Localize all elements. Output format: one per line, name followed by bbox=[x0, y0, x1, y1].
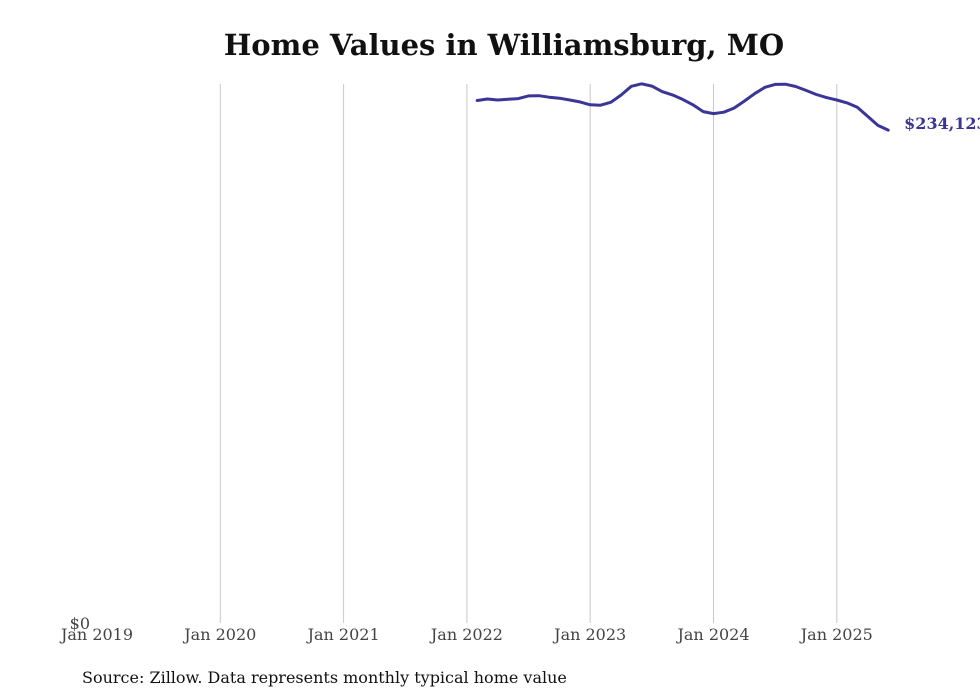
y-axis-tick-labels: $0 bbox=[70, 614, 90, 633]
y-tick-label: $0 bbox=[70, 614, 90, 633]
x-tick-label: Jan 2019 bbox=[59, 625, 133, 644]
x-tick-label: Jan 2022 bbox=[429, 625, 503, 644]
x-tick-label: Jan 2025 bbox=[799, 625, 873, 644]
chart-title: Home Values in Williamsburg, MO bbox=[223, 28, 785, 62]
x-tick-label: Jan 2024 bbox=[675, 625, 749, 644]
end-value-label: $234,123 bbox=[904, 114, 980, 133]
end-value-labels: $234,123 bbox=[904, 114, 980, 133]
home-value-line bbox=[475, 82, 890, 132]
series-home-value bbox=[475, 82, 890, 132]
x-tick-label: Jan 2020 bbox=[182, 625, 256, 644]
x-tick-label: Jan 2023 bbox=[552, 625, 626, 644]
x-axis-tick-labels: Jan 2019 Jan 2020 Jan 2021 Jan 2022 Jan 2023… bbox=[59, 625, 873, 644]
gridlines bbox=[219, 84, 838, 623]
x-tick-label: Jan 2021 bbox=[306, 625, 380, 644]
source-note: Source: Zillow. Data represents monthly … bbox=[82, 668, 567, 687]
